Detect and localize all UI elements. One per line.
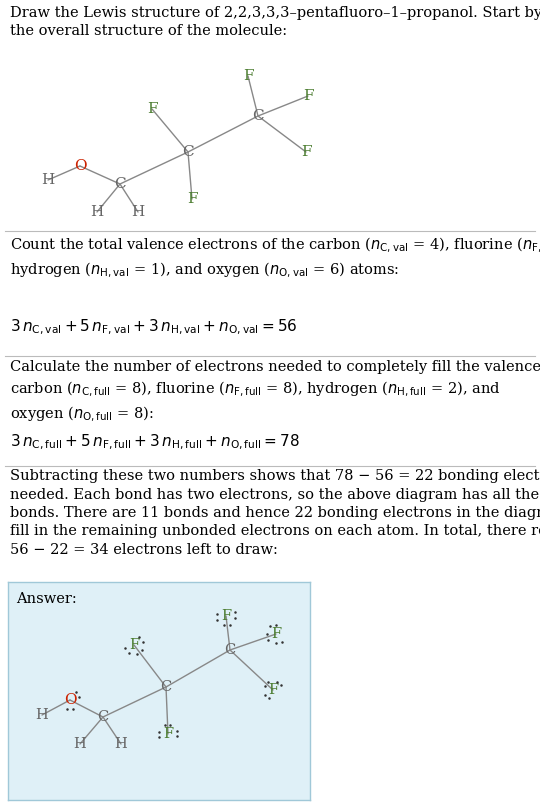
Text: C: C: [114, 177, 126, 191]
Text: Draw the Lewis structure of 2,2,3,3,3–pentafluoro–1–propanol. Start by drawing
t: Draw the Lewis structure of 2,2,3,3,3–pe…: [10, 6, 540, 39]
Text: H: H: [90, 205, 104, 219]
Text: F: F: [303, 89, 313, 103]
Text: C: C: [97, 710, 109, 724]
Text: F: F: [243, 69, 253, 83]
Text: F: F: [163, 727, 173, 741]
Text: $3\,n_{\mathrm{C,val}} + 5\,n_{\mathrm{F,val}} + 3\,n_{\mathrm{H,val}} + n_{\mat: $3\,n_{\mathrm{C,val}} + 5\,n_{\mathrm{F…: [10, 318, 297, 338]
Text: $3\,n_{\mathrm{C,full}} + 5\,n_{\mathrm{F,full}} + 3\,n_{\mathrm{H,full}} + n_{\: $3\,n_{\mathrm{C,full}} + 5\,n_{\mathrm{…: [10, 433, 300, 452]
Text: F: F: [221, 609, 231, 623]
Text: Count the total valence electrons of the carbon ($n_{\mathrm{C,val}}$ = 4), fluo: Count the total valence electrons of the…: [10, 235, 540, 280]
Text: F: F: [301, 145, 311, 159]
Text: F: F: [187, 192, 197, 206]
Text: H: H: [36, 708, 49, 722]
Text: F: F: [147, 102, 157, 116]
Text: H: H: [131, 205, 145, 219]
Text: F: F: [271, 627, 281, 641]
Text: C: C: [160, 680, 172, 694]
Text: H: H: [114, 737, 127, 751]
Text: C: C: [225, 643, 235, 657]
Text: C: C: [182, 145, 194, 159]
Text: Calculate the number of electrons needed to completely fill the valence shells f: Calculate the number of electrons needed…: [10, 360, 540, 424]
Text: C: C: [252, 109, 264, 123]
Text: H: H: [42, 173, 55, 187]
Text: F: F: [129, 638, 139, 652]
Text: F: F: [268, 683, 278, 697]
Text: Answer:: Answer:: [16, 592, 77, 606]
Text: O: O: [64, 693, 76, 707]
Text: H: H: [73, 737, 86, 751]
Text: O: O: [73, 159, 86, 173]
Text: Subtracting these two numbers shows that 78 − 56 = 22 bonding electrons are
need: Subtracting these two numbers shows that…: [10, 469, 540, 557]
